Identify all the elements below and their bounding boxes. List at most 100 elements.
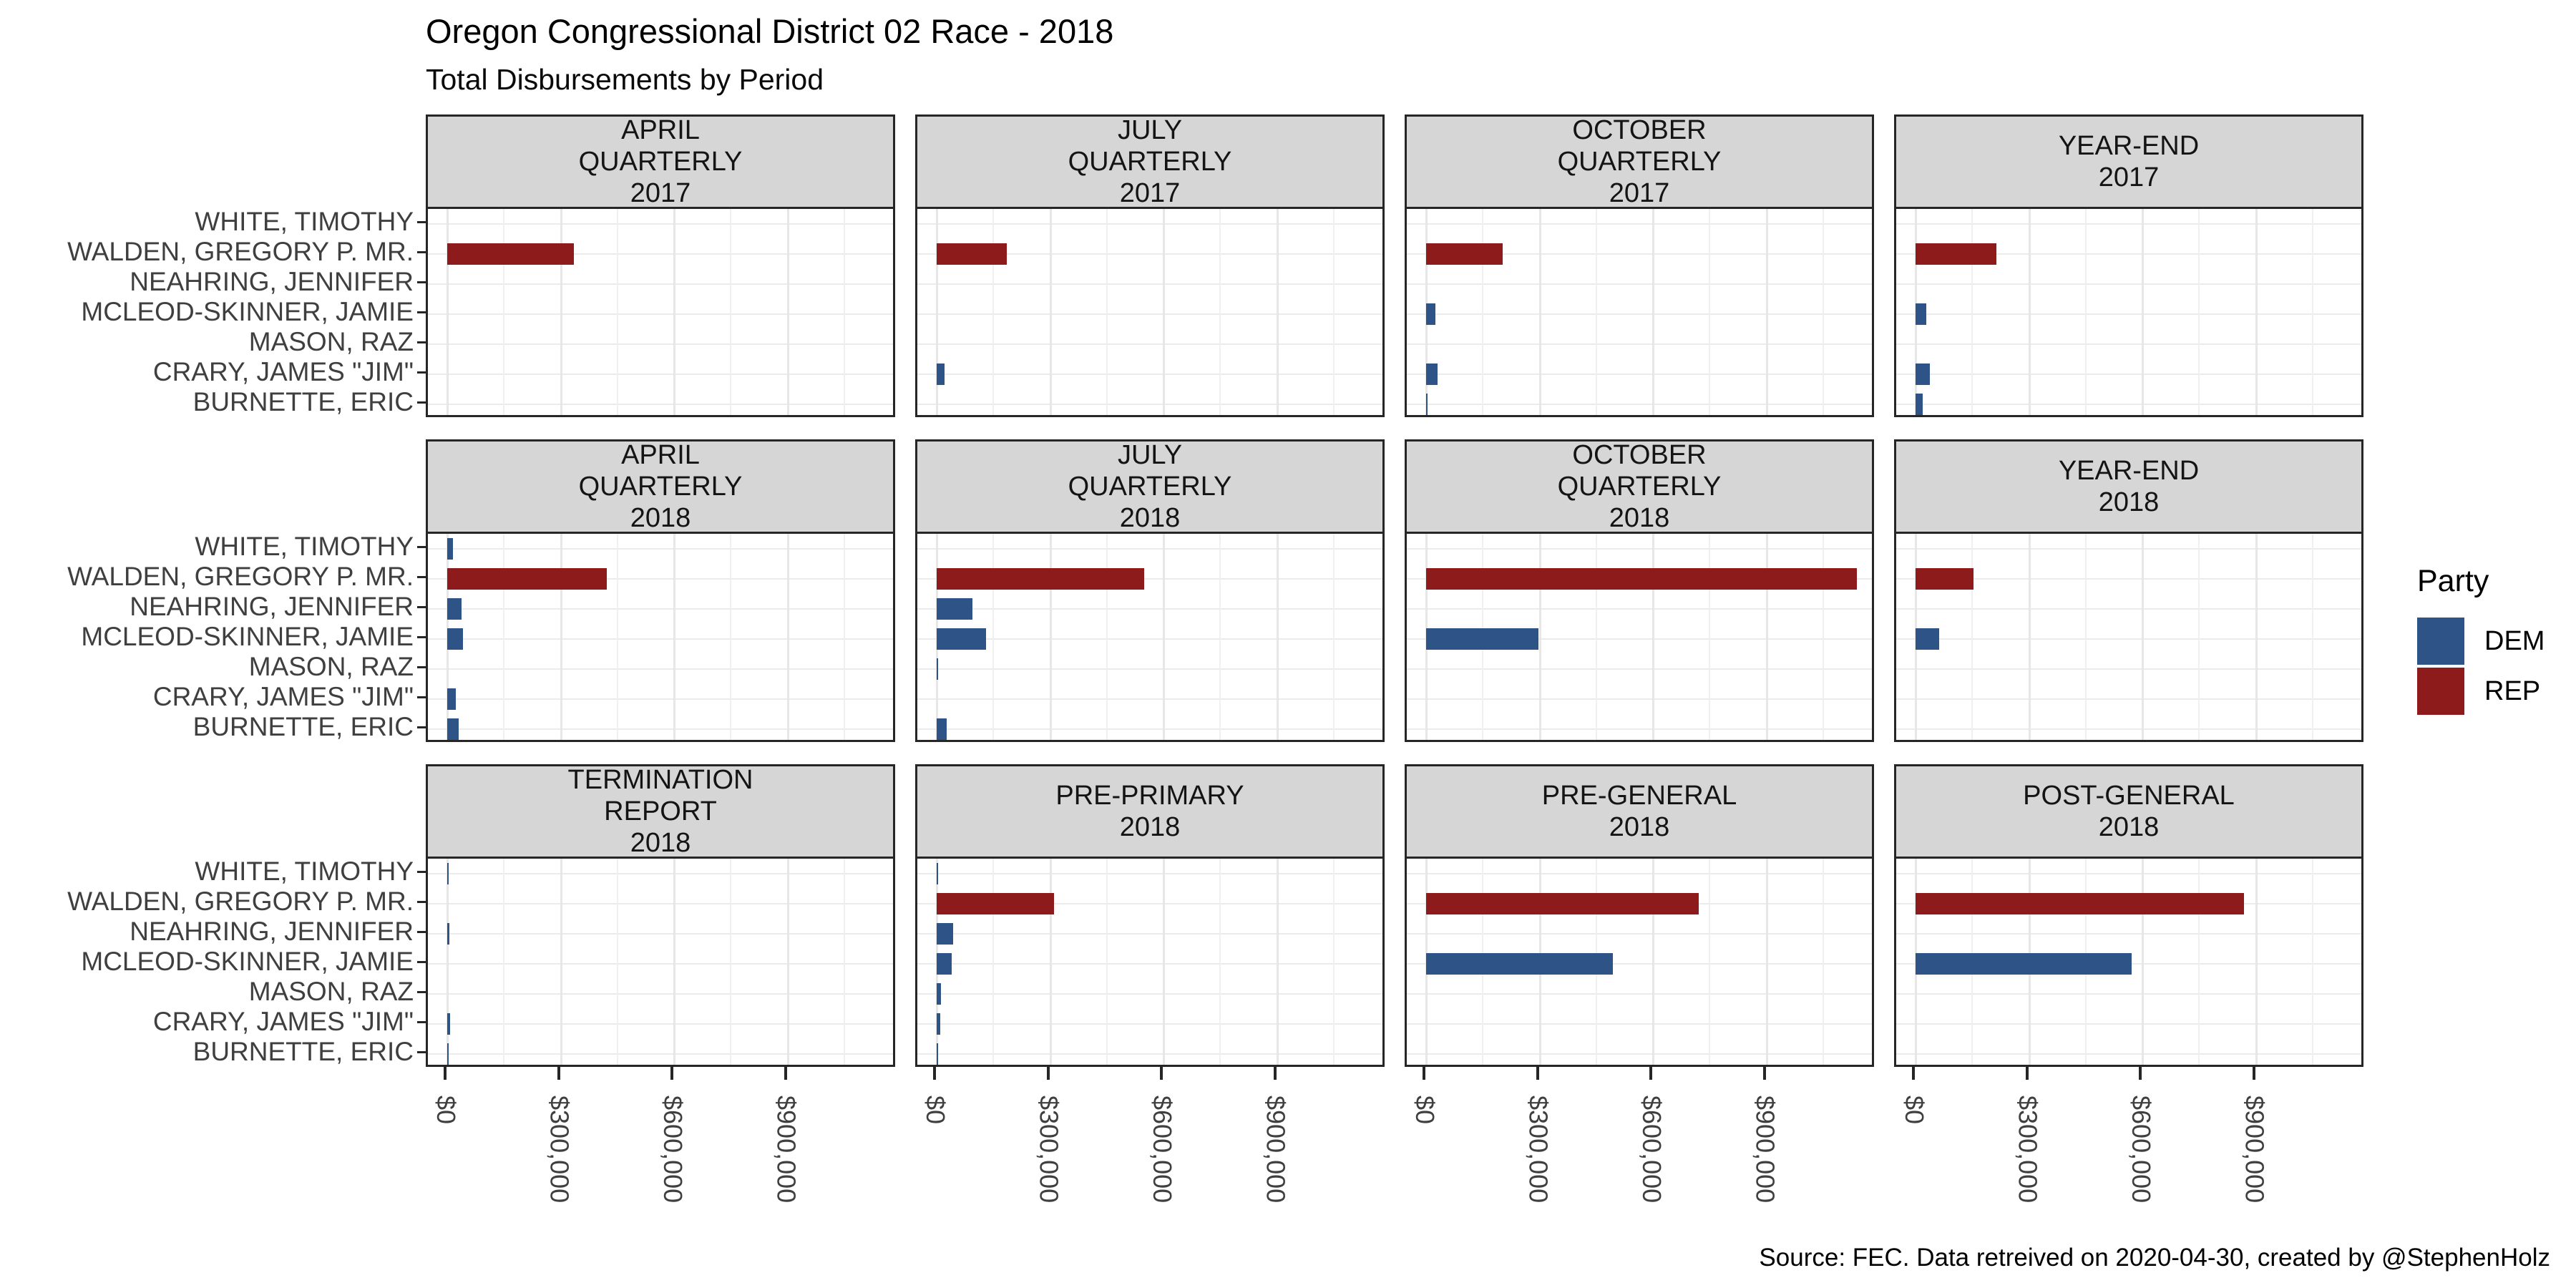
gridline-horizontal xyxy=(428,668,893,670)
gridline-horizontal xyxy=(917,313,1382,315)
x-axis-tick xyxy=(2139,1067,2142,1080)
x-axis-tick xyxy=(1912,1067,1915,1080)
y-axis-label: BURNETTE, ERIC xyxy=(192,1037,414,1066)
gridline-horizontal xyxy=(1896,698,2361,700)
gridline-horizontal xyxy=(1896,1023,2361,1025)
x-axis-tick-label: $0 xyxy=(431,1096,461,1125)
facet-strip-line: OCTOBER xyxy=(1572,439,1707,470)
gridline-minor xyxy=(1709,209,1711,415)
y-axis-tick xyxy=(417,281,426,283)
facet-strip-label: YEAR-END 2018 xyxy=(1894,439,2363,534)
gridline-minor xyxy=(1971,534,1974,740)
gridline-horizontal xyxy=(917,223,1382,225)
gridline-horizontal xyxy=(917,963,1382,965)
gridline-major xyxy=(673,534,675,740)
gridline-horizontal xyxy=(917,933,1382,935)
legend-entry-dem: DEM xyxy=(2417,618,2545,665)
facet-panel xyxy=(1894,207,2363,417)
gridline-minor xyxy=(2311,209,2313,415)
facet-strip-label: YEAR-END 2017 xyxy=(1894,114,2363,209)
gridline-major xyxy=(2142,209,2144,415)
facet-strip-line: POST-GENERAL xyxy=(2023,780,2235,811)
y-axis-tick xyxy=(417,871,426,873)
gridline-minor xyxy=(2311,859,2313,1065)
gridline-minor xyxy=(616,209,618,415)
x-axis-tick-label: $0 xyxy=(1410,1096,1440,1125)
gridline-major xyxy=(2255,534,2258,740)
x-axis-tick xyxy=(784,1067,787,1080)
y-axis-tick xyxy=(417,931,426,933)
gridline-minor xyxy=(843,859,845,1065)
gridline-major xyxy=(447,859,449,1065)
gridline-minor xyxy=(1106,859,1108,1065)
facet-strip-line: QUARTERLY xyxy=(1557,471,1722,502)
gridline-horizontal xyxy=(428,283,893,285)
gridline-major xyxy=(1049,209,1052,415)
facet-strip-line: PRE-PRIMARY xyxy=(1055,780,1244,811)
gridline-horizontal xyxy=(1896,933,2361,935)
gridline-horizontal xyxy=(1896,374,2361,375)
bar-crary-james-jim- xyxy=(1916,364,1931,385)
gridline-horizontal xyxy=(917,404,1382,405)
y-axis-tick xyxy=(417,576,426,578)
x-axis-tick-label: $600,000 xyxy=(1148,1096,1177,1204)
y-axis-tick xyxy=(417,251,426,253)
gridline-major xyxy=(447,209,449,415)
gridline-horizontal xyxy=(1407,343,1872,345)
bar-mason-raz xyxy=(937,658,938,680)
facet-strip-line: 2018 xyxy=(2098,812,2160,842)
gridline-horizontal xyxy=(428,313,893,315)
gridline-horizontal xyxy=(428,578,893,580)
x-axis-tick-label: $900,000 xyxy=(1261,1096,1291,1204)
y-axis-label: NEAHRING, JENNIFER xyxy=(130,592,414,621)
facet-strip-label: PRE-PRIMARY 2018 xyxy=(915,764,1385,859)
gridline-horizontal xyxy=(1896,1053,2361,1055)
y-axis-label: BURNETTE, ERIC xyxy=(192,712,414,741)
gridline-horizontal xyxy=(428,1023,893,1025)
gridline-minor xyxy=(1219,859,1221,1065)
legend-title: Party xyxy=(2417,564,2489,598)
x-axis-tick xyxy=(444,1067,447,1080)
gridline-minor xyxy=(730,859,732,1065)
gridline-minor xyxy=(1822,534,1824,740)
gridline-major xyxy=(1276,534,1279,740)
facet-year-end-2018: YEAR-END 2018 xyxy=(1894,439,2363,744)
gridline-minor xyxy=(843,209,845,415)
gridline-horizontal xyxy=(1407,873,1872,874)
bar-walden-gregory-p-mr- xyxy=(1916,893,2244,914)
y-axis-tick xyxy=(417,666,426,668)
gridline-horizontal xyxy=(1896,873,2361,874)
x-axis-tick-label: $900,000 xyxy=(1750,1096,1780,1204)
gridline-minor xyxy=(1822,209,1824,415)
gridline-major xyxy=(2028,209,2031,415)
facet-july-quarterly-2018: JULY QUARTERLY 2018 xyxy=(915,439,1385,744)
facet-post-general-2018: POST-GENERAL 2018 xyxy=(1894,764,2363,1069)
legend-label-dem: DEM xyxy=(2484,625,2545,656)
bar-walden-gregory-p-mr- xyxy=(937,243,1007,265)
facet-panel xyxy=(1405,207,1874,417)
facet-strip-line: 2017 xyxy=(630,178,691,209)
facet-termination-report-2018: TERMINATION REPORT 2018 xyxy=(426,764,895,1069)
y-axis-tick xyxy=(417,606,426,608)
gridline-horizontal xyxy=(917,993,1382,995)
gridline-minor xyxy=(1595,209,1597,415)
x-axis-tick xyxy=(1649,1067,1652,1080)
gridline-horizontal xyxy=(1407,404,1872,405)
y-axis-tick xyxy=(417,901,426,903)
x-axis-tick-label: $300,000 xyxy=(1523,1096,1553,1204)
y-axis-label: MASON, RAZ xyxy=(248,652,414,681)
y-axis-tick xyxy=(417,546,426,548)
x-axis-tick xyxy=(557,1067,560,1080)
gridline-major xyxy=(1538,209,1541,415)
gridline-horizontal xyxy=(1896,313,2361,315)
facet-strip-line: QUARTERLY xyxy=(1557,146,1722,177)
gridline-minor xyxy=(503,209,505,415)
source-caption: Source: FEC. Data retreived on 2020-04-3… xyxy=(1759,1244,2550,1272)
facet-strip-line: 2017 xyxy=(1119,178,1181,209)
y-axis-label: WHITE, TIMOTHY xyxy=(195,207,414,236)
gridline-minor xyxy=(2198,209,2200,415)
gridline-major xyxy=(1163,534,1165,740)
facet-strip-line: QUARTERLY xyxy=(1068,146,1232,177)
gridline-horizontal xyxy=(428,638,893,640)
